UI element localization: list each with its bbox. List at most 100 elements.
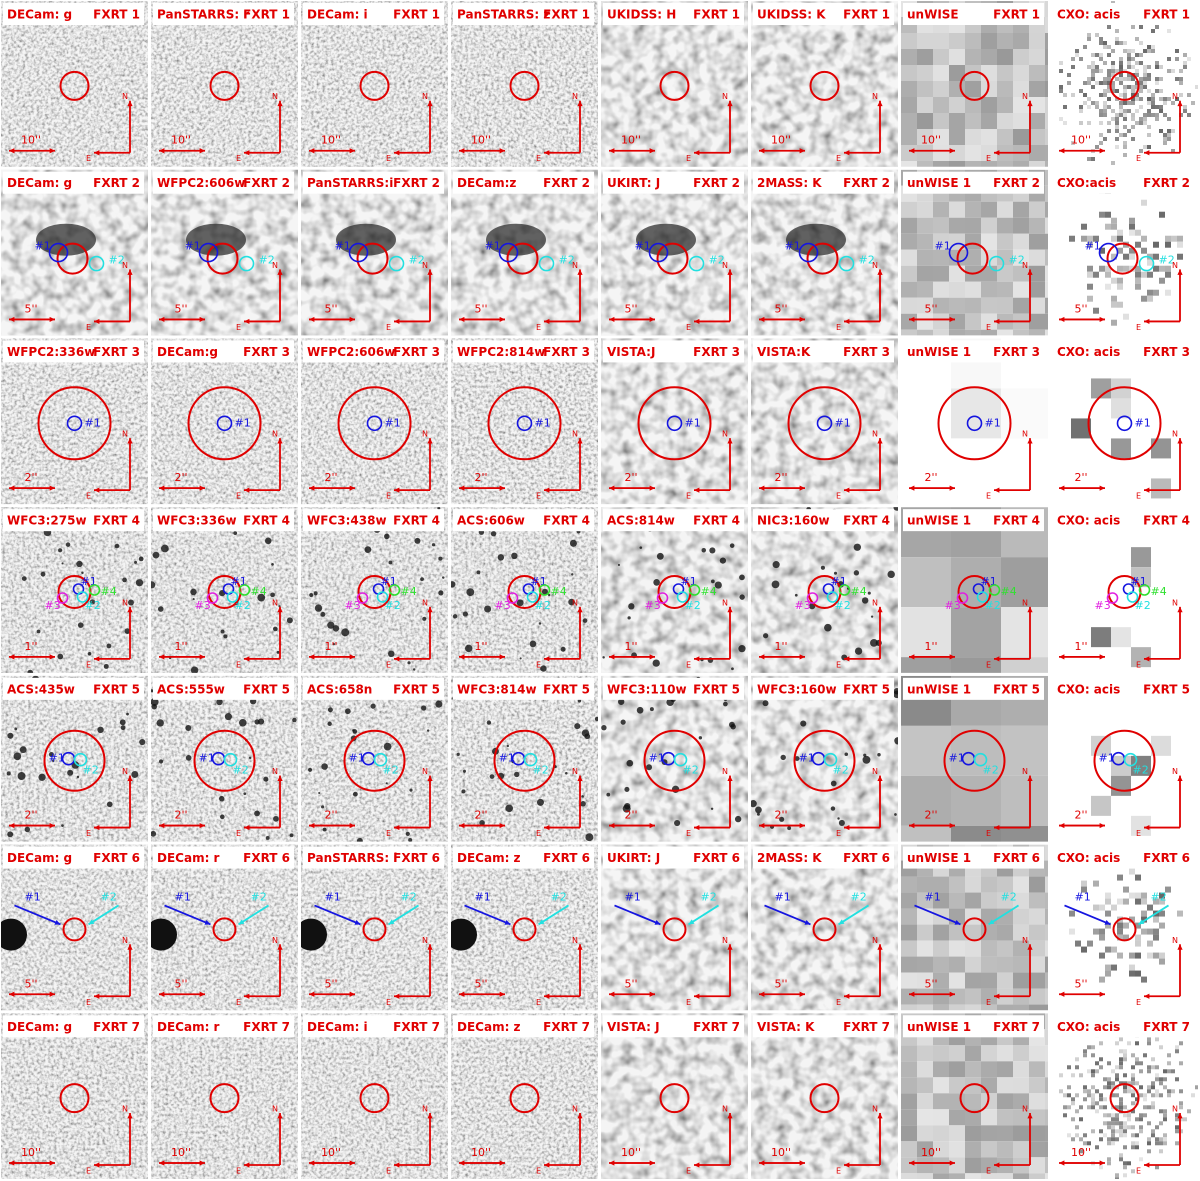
pixel (1029, 1061, 1045, 1078)
pixel (1135, 229, 1141, 236)
east-arrow-head (1144, 993, 1150, 999)
label-box (903, 846, 1044, 869)
star (739, 574, 745, 581)
pixel (965, 1004, 981, 1011)
error-circle (209, 70, 240, 101)
pixel (1123, 1129, 1127, 1134)
pixel (1123, 253, 1129, 260)
star (862, 755, 871, 764)
source-label: #3 (795, 599, 811, 612)
source-circle (538, 584, 551, 596)
star (617, 698, 625, 705)
pixel (997, 33, 1013, 49)
pixel (949, 201, 965, 218)
pixel (949, 145, 965, 161)
pixel (917, 265, 933, 282)
star (124, 628, 131, 634)
star (624, 786, 630, 792)
pixel (1111, 301, 1117, 308)
pixel (1163, 1113, 1167, 1118)
star (506, 744, 509, 748)
pixel (1143, 113, 1147, 117)
pixel (1071, 418, 1091, 439)
pixel (1071, 1073, 1075, 1078)
source-arrow (688, 904, 719, 926)
star (437, 507, 441, 510)
pixel (1045, 1061, 1048, 1078)
east-arrow-head (394, 487, 400, 493)
pixel (965, 1125, 981, 1142)
label-box (453, 3, 594, 25)
scale-label: 5'' (174, 302, 187, 315)
pixel (1123, 1165, 1127, 1170)
pixel (917, 1125, 933, 1142)
pixel (1071, 1117, 1075, 1122)
fxrt-label: FXRT 6 (693, 851, 740, 865)
east-label: E (836, 998, 841, 1007)
star (263, 776, 269, 782)
pixel (1141, 898, 1147, 905)
scale-arrow-head (1099, 148, 1105, 154)
east-arrow-head (394, 993, 400, 999)
east-label: E (236, 492, 241, 501)
pixel (1135, 970, 1141, 977)
pixel (1165, 241, 1171, 248)
star (341, 628, 350, 637)
east-label: E (86, 660, 91, 669)
pixel (1123, 145, 1127, 149)
pixel (1131, 1073, 1135, 1078)
star (320, 611, 326, 617)
star (21, 576, 27, 582)
north-arrow-head (1177, 100, 1183, 107)
north-arrow-head (1177, 775, 1183, 781)
label-box (1053, 846, 1194, 869)
scale-arrow-head (799, 485, 805, 491)
source-label: #2 (1009, 254, 1025, 267)
pixel (1115, 129, 1119, 133)
fxrt-label: FXRT 2 (693, 176, 740, 190)
image-panel (601, 507, 748, 673)
label-box (153, 677, 294, 700)
pixel (1099, 53, 1103, 57)
pixel (901, 1093, 917, 1110)
label-box (1053, 340, 1194, 363)
instrument-label: WFC3:160w (757, 682, 837, 696)
pixel (1153, 289, 1159, 296)
scale-label: 5'' (1074, 302, 1087, 315)
east-label: E (386, 998, 391, 1007)
error-circle (56, 242, 89, 275)
pixel (1013, 297, 1029, 314)
source-label: #1 (475, 890, 491, 903)
instrument-label: ACS:658n (307, 682, 372, 696)
image-panel (301, 1013, 448, 1179)
source-label: #1 (335, 240, 351, 253)
pixel (901, 876, 917, 893)
pixel (1163, 133, 1167, 137)
source-circle (806, 592, 819, 604)
pixel (1139, 97, 1143, 101)
pixel (1045, 145, 1048, 161)
error-circle (1109, 70, 1140, 101)
north-arrow-head (577, 944, 583, 950)
source-label: #2 (409, 254, 425, 267)
pixel (1095, 65, 1099, 69)
pixel (1131, 1133, 1135, 1138)
east-label: E (86, 1167, 91, 1176)
east-label: E (386, 1167, 391, 1176)
pixel (1013, 876, 1029, 893)
pixel (1165, 289, 1171, 296)
pixel (1091, 1053, 1095, 1058)
error-circle (37, 386, 112, 461)
star (646, 764, 653, 771)
star (157, 606, 164, 612)
pixel (1139, 149, 1143, 153)
pixel (1091, 61, 1095, 65)
pixel (1029, 161, 1045, 167)
pixel (1111, 61, 1115, 65)
source-label: #3 (495, 599, 511, 612)
source-circle (666, 415, 683, 432)
scale-arrow-head (949, 148, 955, 154)
star (838, 819, 845, 826)
north-label: N (1172, 598, 1178, 607)
pixel (1141, 199, 1147, 206)
